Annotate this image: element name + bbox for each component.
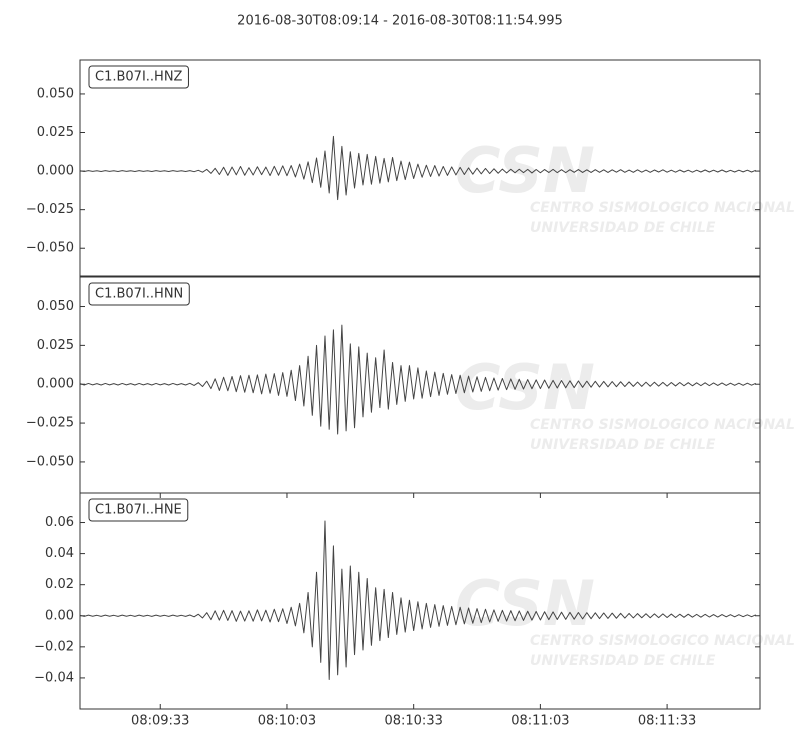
watermark-text: CENTRO SISMOLOGICO NACIONAL	[530, 633, 795, 649]
y-tick-label: −0.050	[26, 454, 74, 469]
trace-label-box	[88, 498, 189, 522]
watermark-text: UNIVERSIDAD DE CHILE	[530, 653, 716, 669]
watermark-text: CENTRO SISMOLOGICO NACIONAL	[530, 417, 795, 433]
y-tick-label: −0.04	[34, 670, 74, 685]
waveform	[79, 520, 757, 680]
watermark-text: CENTRO SISMOLOGICO NACIONAL	[530, 200, 795, 216]
y-tick-label: 0.050	[37, 86, 74, 101]
y-tick-label: 0.000	[37, 164, 74, 179]
x-tick-label: 08:10:03	[258, 714, 316, 729]
y-tick-label: 0.025	[37, 125, 74, 140]
y-tick-label: −0.050	[26, 241, 74, 256]
watermark-text: UNIVERSIDAD DE CHILE	[530, 437, 716, 453]
y-tick-label: 0.025	[37, 338, 74, 353]
watermark-logo: CSN	[455, 134, 595, 207]
y-tick-label: 0.06	[45, 515, 74, 530]
y-tick-label: −0.025	[26, 202, 74, 217]
y-tick-label: −0.02	[34, 639, 74, 654]
x-tick-label: 08:10:33	[384, 714, 442, 729]
trace-label: C1.B07I..HNN	[95, 287, 183, 302]
watermark-text: UNIVERSIDAD DE CHILE	[530, 220, 716, 236]
figure-title: 2016-08-30T08:09:14 - 2016-08-30T08:11:5…	[237, 14, 563, 29]
y-tick-label: −0.025	[26, 416, 74, 431]
y-tick-label: 0.04	[45, 546, 74, 561]
watermark-logo: CSN	[455, 351, 595, 424]
axes-frame	[79, 59, 761, 277]
x-tick-label: 08:11:03	[511, 714, 569, 729]
y-tick-label: 0.050	[37, 299, 74, 314]
trace-label: C1.B07I..HNZ	[95, 70, 183, 85]
waveform	[79, 324, 757, 435]
axes-frame	[79, 492, 761, 710]
watermark-logo: CSN	[455, 567, 595, 640]
y-tick-label: 0.00	[45, 608, 74, 623]
y-tick-label: 0.000	[37, 377, 74, 392]
trace-label: C1.B07I..HNE	[95, 503, 182, 518]
x-tick-label: 08:09:33	[131, 714, 189, 729]
x-tick-label: 08:11:33	[638, 714, 696, 729]
waveform	[79, 135, 756, 201]
y-tick-label: 0.02	[45, 577, 74, 592]
trace-label-box	[88, 65, 189, 89]
trace-label-box	[88, 282, 190, 306]
